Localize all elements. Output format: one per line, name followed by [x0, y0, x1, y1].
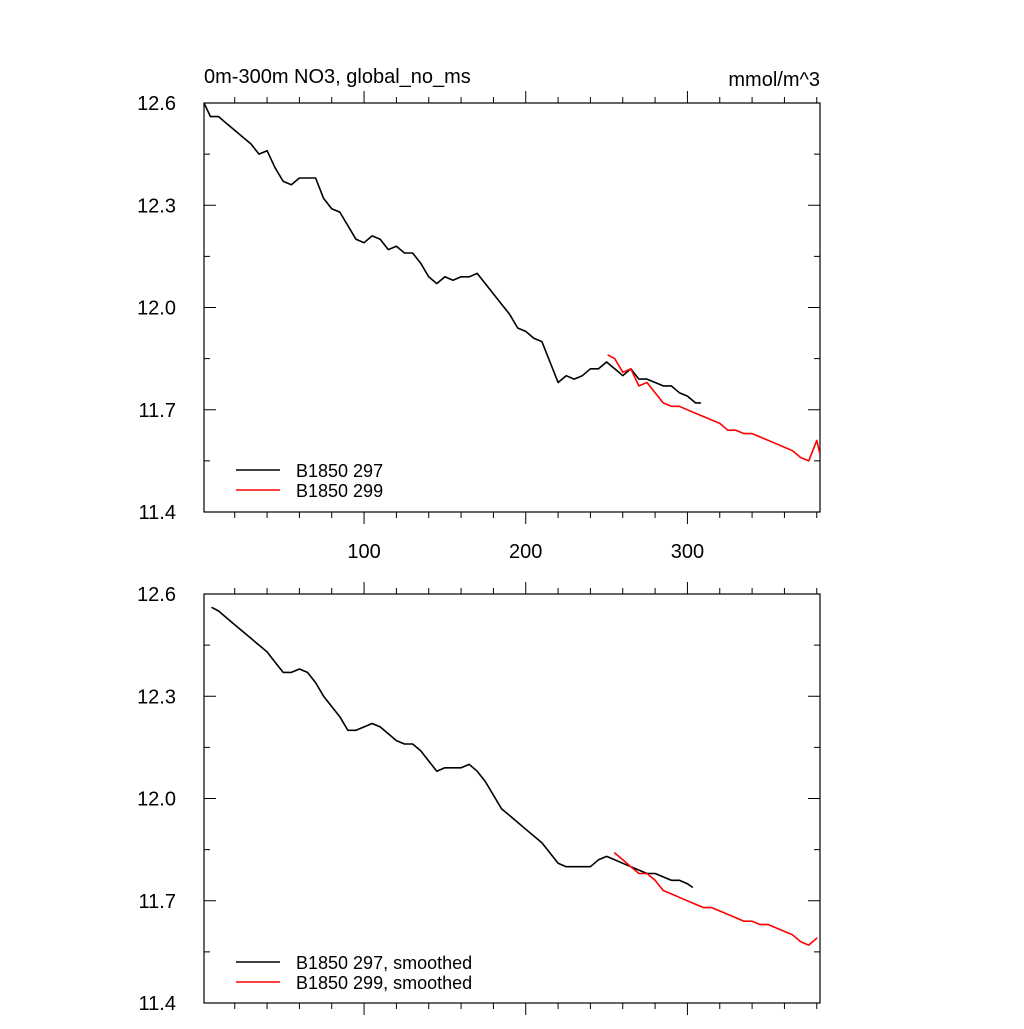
x-tick-label: 300 — [671, 541, 704, 563]
y-tick-label: 12.3 — [137, 195, 176, 217]
legend-label-2: B1850 299 — [296, 481, 383, 501]
series-line-2 — [607, 354, 820, 462]
y-tick-label: 11.7 — [139, 891, 176, 913]
x-tick-label: 200 — [509, 541, 542, 563]
legend-label-1: B1850 297 — [296, 461, 383, 481]
series-line-1 — [204, 103, 702, 404]
y-tick-label: 12.6 — [137, 584, 176, 606]
top-panel: 0m-300m NO3, global_no_ms mmol/m^3 11.4 1… — [137, 66, 821, 563]
series-line-2 — [613, 852, 818, 946]
y-tick-label: 12.3 — [137, 686, 176, 708]
chart-title: 0m-300m NO3, global_no_ms — [204, 66, 471, 88]
plot-frame — [203, 102, 821, 513]
y-tick-label: 11.7 — [139, 400, 176, 422]
legend-label-2: B1850 299, smoothed — [296, 973, 472, 993]
legend-label-1: B1850 297, smoothed — [296, 953, 472, 973]
y-tick-label: 11.4 — [139, 993, 176, 1015]
y-tick-label: 12.6 — [137, 93, 176, 115]
y-tick-label: 12.0 — [137, 298, 176, 320]
y-tick-label: 12.0 — [137, 789, 176, 811]
units-label: mmol/m^3 — [728, 69, 820, 91]
plot-frame — [203, 593, 821, 1004]
x-tick-label: 100 — [347, 541, 380, 563]
y-tick-label: 11.4 — [139, 502, 176, 524]
series-line-1 — [211, 606, 694, 888]
bottom-panel: 11.4 11.7 12.0 12.3 12.6 B1850 297, smoothedB… — [137, 582, 821, 1015]
